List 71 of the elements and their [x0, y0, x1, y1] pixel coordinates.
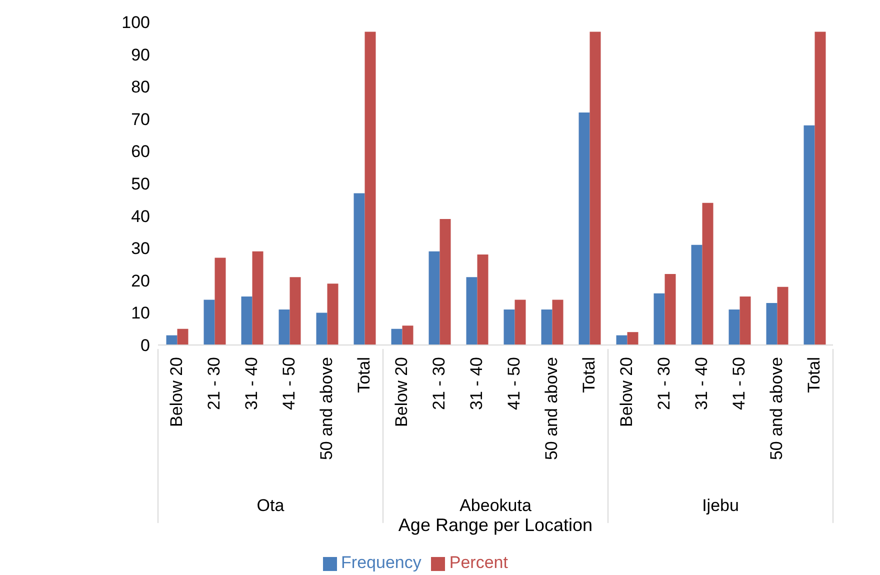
x-tick-label: 31 - 40 [242, 357, 261, 410]
bar [391, 328, 402, 345]
bar [177, 328, 188, 345]
bar [327, 284, 338, 345]
bar [777, 286, 788, 345]
legend-label: Frequency [341, 553, 422, 572]
bar [166, 335, 178, 345]
y-tick-label: 50 [131, 174, 150, 194]
x-tick-label: 50 and above [316, 357, 336, 460]
bar [552, 300, 564, 345]
bar [654, 293, 665, 345]
legend-label: Percent [449, 553, 508, 572]
bar [691, 244, 702, 345]
bar [541, 309, 552, 345]
x-tick-label: 41 - 50 [729, 357, 748, 410]
y-tick-label: 30 [131, 239, 150, 258]
bar [728, 309, 740, 345]
bar [252, 251, 264, 345]
x-tick-label: Total [354, 357, 374, 393]
bar [664, 274, 676, 345]
y-tick-label: 100 [122, 13, 150, 32]
x-tick-label: 31 - 40 [466, 357, 486, 410]
y-tick-label: 40 [131, 206, 150, 226]
y-tick-label: 70 [131, 110, 150, 129]
bar [214, 258, 226, 345]
x-tick-label: Total [579, 357, 598, 393]
x-tick-label: Below 20 [616, 357, 636, 427]
x-axis-title: Age Range per Location [398, 515, 593, 535]
bar [428, 251, 440, 345]
bar [204, 300, 215, 345]
x-tick-label: 21 - 30 [654, 357, 674, 410]
bar [504, 309, 515, 345]
bar [477, 254, 488, 345]
y-tick-label: 0 [140, 336, 150, 356]
text: Ota [256, 496, 285, 515]
x-tick-label: 50 and above [766, 357, 786, 460]
x-tick-label: 41 - 50 [504, 357, 524, 410]
bar [466, 277, 478, 345]
text: Ijebu [702, 496, 739, 515]
x-tick-label: 41 - 50 [279, 357, 298, 410]
y-tick-label: 80 [131, 78, 150, 97]
x-tick-label: Below 20 [166, 357, 186, 427]
x-tick-label: 21 - 30 [204, 357, 224, 410]
x-tick-label: Below 20 [392, 357, 411, 427]
bar [627, 332, 638, 345]
bar [354, 193, 365, 345]
bar [804, 125, 815, 345]
bar [290, 277, 301, 345]
y-tick-label: 10 [131, 304, 150, 323]
x-tick-label: 50 and above [542, 357, 561, 460]
bar [364, 32, 376, 345]
bar [766, 303, 778, 345]
bar [590, 32, 601, 345]
y-tick-label: 60 [131, 142, 150, 162]
bar [616, 335, 628, 345]
bar [316, 312, 328, 345]
x-tick-label: 21 - 30 [429, 357, 448, 410]
x-tick-label: 31 - 40 [692, 357, 711, 410]
bar [702, 202, 714, 345]
bar [514, 300, 526, 345]
y-tick-label: 90 [131, 45, 150, 64]
bar [241, 296, 252, 345]
x-tick-label: Total [804, 357, 824, 393]
y-tick-label: 20 [131, 271, 150, 290]
bar [814, 32, 826, 345]
bar [278, 309, 290, 345]
bar [440, 219, 451, 345]
bar [578, 112, 590, 345]
text: Abeokuta [460, 496, 532, 515]
bar [740, 296, 751, 345]
bar [402, 326, 414, 345]
